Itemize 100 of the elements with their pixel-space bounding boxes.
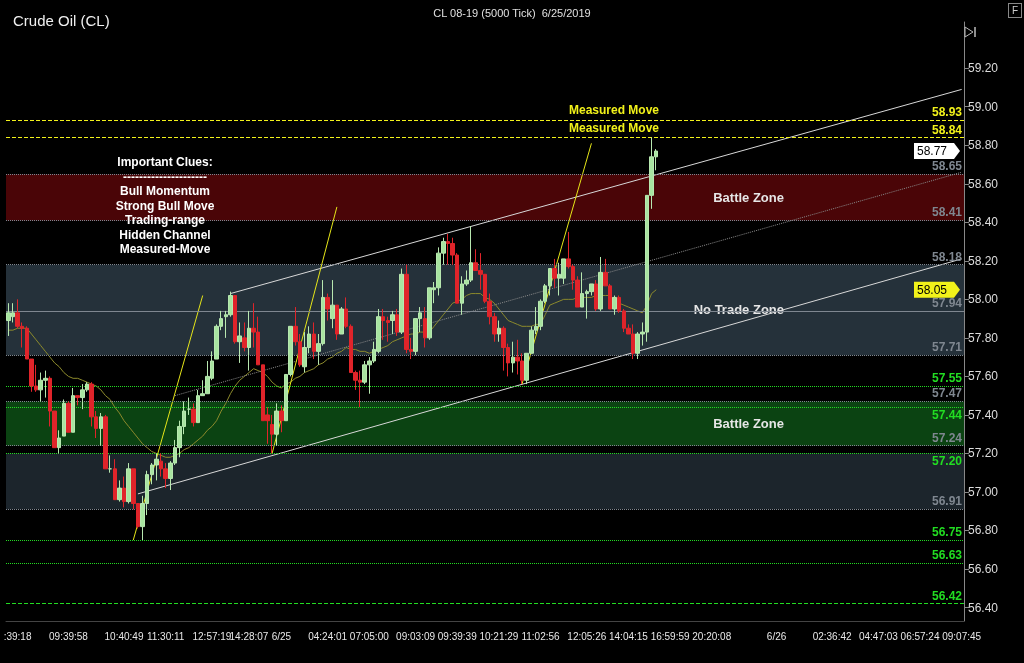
band-label: Battle Zone [713, 416, 784, 432]
candlestick [395, 308, 399, 337]
candlestick [80, 383, 85, 410]
candlestick [187, 397, 191, 416]
y-tick-label: 57.00 [968, 484, 999, 499]
y-tick-label: 58.40 [968, 215, 999, 230]
candlestick [312, 321, 316, 360]
candlestick [113, 458, 117, 501]
candlestick [339, 306, 344, 335]
candlestick [122, 476, 126, 508]
x-tick-label: 06:57:24 [900, 630, 940, 642]
candlestick [497, 320, 501, 343]
x-tick-label: 14:04:15 [609, 630, 649, 642]
candlestick [233, 295, 237, 345]
y-tick-label: 58.00 [968, 292, 999, 307]
candlestick [335, 304, 339, 341]
x-tick-label: :39:18 [3, 630, 32, 642]
annotation: Bull Momentum [120, 184, 210, 198]
candlestick [191, 402, 196, 427]
annotation: Measured Move [568, 120, 660, 135]
candlestick [511, 341, 515, 374]
ref-line-label: 56.75 [931, 525, 963, 540]
x-tick-label: 6/25 [271, 630, 292, 642]
x-tick-label: 10:40:49 [104, 630, 144, 642]
candlestick [71, 387, 75, 433]
candlestick [237, 321, 242, 364]
y-tick-label: 56.60 [968, 562, 999, 576]
x-tick-label: 16:59:59 [650, 630, 691, 642]
annotation: Measured Move [568, 103, 660, 118]
x-tick-label: 20:20:08 [692, 630, 732, 642]
ref-line-label: 58.18 [931, 249, 963, 264]
y-tick-label: 57.60 [968, 369, 999, 384]
candlestick [423, 306, 427, 348]
x-tick-label: 12:05:26 [567, 630, 607, 642]
candlestick [247, 310, 251, 372]
ref-line-label: 56.42 [931, 588, 963, 603]
y-tick-label: 59.20 [968, 61, 999, 76]
y-tick-label: 56.80 [968, 523, 999, 538]
annotation: 58.77 [917, 144, 948, 159]
candlestick [99, 412, 103, 447]
x-tick-label: 09:39:58 [49, 630, 89, 642]
chart-title: CL 08-19 (5000 Tick) 6/25/2019 [433, 6, 591, 19]
candlestick [274, 402, 279, 447]
annotation: Measured-Move [119, 242, 211, 256]
ref-line-label: 58.41 [931, 205, 963, 220]
x-tick-label: 12:57:19 [192, 630, 232, 642]
x-tick-label: 02:36:42 [812, 630, 852, 642]
x-tick-label: 14:28:07 [229, 630, 269, 642]
x-tick-label: 09:39:39 [437, 630, 478, 642]
candlestick [66, 400, 71, 433]
candlestick [103, 414, 108, 470]
x-tick-label: 04:24:01 [308, 630, 348, 642]
x-tick-label: 09:03:09 [396, 630, 436, 642]
annotation: Strong Bull Move [115, 198, 215, 213]
annotation: Trading-range [124, 213, 206, 227]
x-tick-label: 04:47:03 [858, 630, 899, 642]
candlestick [399, 268, 404, 335]
annotation: --------------------- [123, 169, 207, 184]
candlestick [242, 321, 247, 352]
candlestick [594, 279, 598, 312]
annotation: Hidden Channel [119, 227, 211, 242]
ref-line-label: 57.55 [931, 371, 963, 386]
band-label: Battle Zone [713, 189, 784, 205]
annotation: Important Clues: [117, 155, 213, 169]
annotation: 58.05 [917, 282, 948, 297]
y-tick-label: 58.60 [968, 176, 999, 191]
candlestick [501, 325, 506, 372]
candlestick [552, 258, 557, 289]
candlestick [330, 279, 335, 329]
y-tick-label: 59.00 [968, 99, 999, 114]
ref-line-label: 58.93 [931, 105, 963, 120]
x-tick-label: 11:30:11 [146, 630, 185, 642]
candlestick [6, 302, 11, 337]
y-tick-label: 57.40 [968, 407, 999, 422]
y-tick-label: 56.40 [968, 600, 999, 615]
candlestick [279, 404, 284, 433]
x-tick-label: 09:07:45 [942, 630, 982, 642]
ref-line-label: 57.20 [931, 454, 963, 469]
candlestick [598, 256, 603, 312]
ref-line-label: 57.71 [931, 340, 963, 355]
ref-line-label: 57.24 [931, 430, 963, 445]
line-series [7, 289, 657, 458]
candlestick [126, 462, 131, 505]
y-tick-label: 57.80 [968, 330, 999, 345]
x-tick-label: 6/26 [766, 630, 787, 642]
x-tick-label: 11:02:56 [521, 630, 561, 642]
y-tick-label: 58.20 [968, 253, 999, 268]
x-tick-label: 10:21:29 [479, 630, 519, 642]
candlestick [62, 399, 66, 437]
ref-line-label: 58.84 [931, 122, 963, 137]
ref-line-label: 56.91 [931, 494, 963, 509]
chart-subtitle: Crude Oil (CL) [13, 12, 110, 29]
candlestick [75, 395, 80, 406]
candlestick [117, 479, 122, 503]
candlestick [108, 454, 112, 474]
f-button: F [1008, 3, 1022, 18]
ref-line-label: 57.94 [931, 295, 963, 310]
candlestick [325, 293, 330, 322]
ref-line-label: 57.47 [931, 386, 963, 401]
candlestick [154, 452, 159, 481]
